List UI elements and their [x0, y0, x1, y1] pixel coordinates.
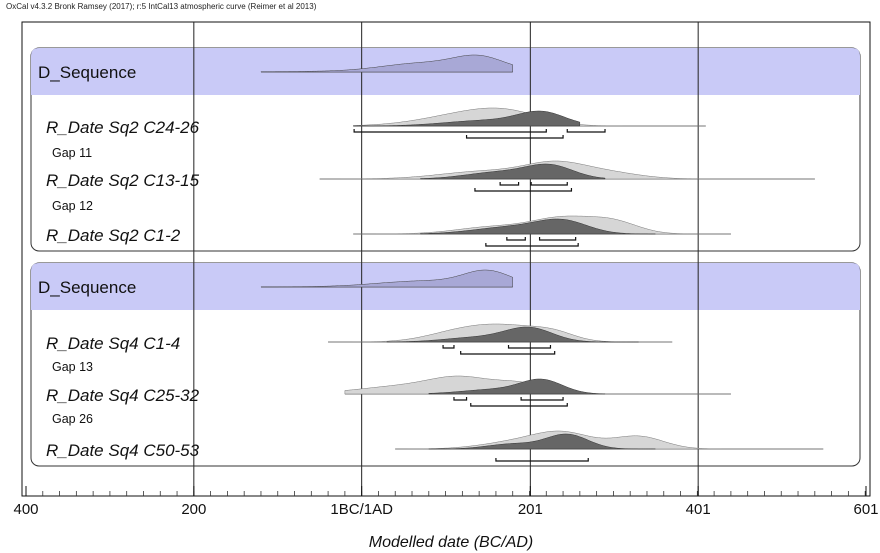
x-tick-label: 400: [13, 501, 38, 518]
date-label: R_Date Sq2 C13-15: [46, 171, 200, 190]
range-68-bracket: [453, 397, 468, 401]
date-label: R_Date Sq4 C1-4: [46, 334, 180, 353]
range-68-bracket: [566, 129, 606, 133]
x-tick-label: 200: [181, 501, 206, 518]
date-label: R_Date Sq2 C24-26: [46, 118, 200, 137]
gap-label: Gap 11: [52, 146, 92, 160]
sequence-distribution: [260, 54, 513, 73]
date-row: R_Date Sq4 C1-4 Gap 13: [46, 323, 673, 374]
sequence-label: D_Sequence: [38, 278, 136, 297]
posterior-distribution: [420, 218, 656, 235]
posterior-distribution: [353, 110, 581, 127]
sequence-label: D_Sequence: [38, 63, 136, 82]
x-axis-title: Modelled date (BC/AD): [369, 534, 534, 551]
x-tick-label: 1BC/1AD: [330, 501, 393, 518]
range-68-bracket: [530, 182, 568, 186]
range-68-bracket: [506, 237, 526, 241]
software-credit: OxCal v4.3.2 Bronk Ramsey (2017); r:5 In…: [6, 2, 317, 11]
posterior-distribution: [428, 378, 606, 395]
date-row: R_Date Sq2 C13-15 Gap 12: [46, 160, 815, 213]
sequence-distribution: [260, 269, 513, 288]
range-95-bracket: [474, 188, 573, 192]
x-tick-label: 201: [518, 501, 543, 518]
date-label: R_Date Sq2 C1-2: [46, 226, 181, 245]
range-95-bracket: [485, 243, 579, 247]
date-label: R_Date Sq4 C25-32: [46, 386, 200, 405]
gap-label: Gap 12: [52, 199, 93, 213]
range-68-bracket: [538, 237, 577, 241]
x-axis: 400 200 1BC/1AD 201 401 601: [13, 486, 879, 518]
range-68-bracket: [520, 397, 564, 401]
posterior-distribution: [386, 326, 639, 343]
date-row: R_Date Sq4 C50-53: [46, 430, 824, 462]
gap-label: Gap 26: [52, 412, 93, 426]
range-68-bracket: [442, 345, 455, 349]
range-95-bracket: [465, 135, 564, 139]
x-tick-label: 401: [686, 501, 711, 518]
posterior-distribution: [420, 163, 606, 180]
range-68-bracket: [353, 129, 547, 133]
x-tick-label: 601: [853, 501, 878, 518]
range-95-bracket: [470, 403, 568, 407]
posterior-distribution: [428, 433, 656, 450]
range-95-bracket: [460, 351, 556, 355]
range-68-bracket: [507, 345, 552, 349]
date-row: R_Date Sq4 C25-32 Gap 26: [46, 375, 731, 426]
range-68-bracket: [499, 182, 520, 186]
date-row: R_Date Sq2 C1-2: [46, 215, 731, 247]
date-label: R_Date Sq4 C50-53: [46, 441, 200, 460]
date-row: R_Date Sq2 C24-26 Gap 11: [46, 107, 706, 160]
range-95-bracket: [495, 458, 589, 462]
gap-label: Gap 13: [52, 360, 93, 374]
